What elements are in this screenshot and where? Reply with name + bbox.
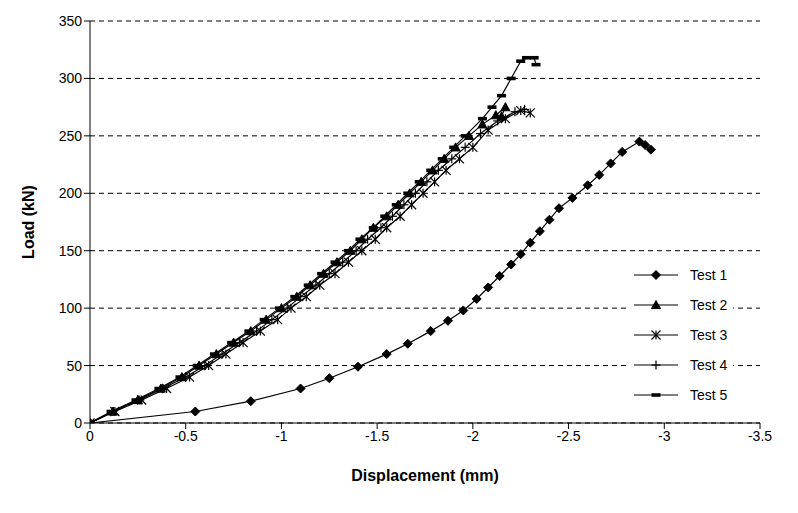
svg-text:150: 150 — [59, 243, 83, 259]
svg-text:300: 300 — [59, 70, 83, 86]
svg-text:Load (kN): Load (kN) — [20, 185, 37, 259]
html-text:Test 2: Test 2 — [690, 297, 728, 313]
html-text:Test 1: Test 1 — [690, 267, 728, 283]
svg-text:-2.5: -2.5 — [557, 428, 581, 444]
svg-text:250: 250 — [59, 128, 83, 144]
html-text:Test 5: Test 5 — [690, 387, 728, 403]
svg-text:-2: -2 — [467, 428, 480, 444]
svg-text:200: 200 — [59, 185, 83, 201]
svg-text:100: 100 — [59, 300, 83, 316]
svg-text:-3.5: -3.5 — [748, 428, 772, 444]
svg-text:-0.5: -0.5 — [174, 428, 198, 444]
svg-text:Displacement (mm): Displacement (mm) — [351, 467, 499, 484]
svg-text:350: 350 — [59, 13, 83, 29]
html-text:Test 3: Test 3 — [690, 327, 728, 343]
svg-text:0: 0 — [86, 428, 94, 444]
svg-text:-3: -3 — [658, 428, 671, 444]
svg-text:-1: -1 — [275, 428, 288, 444]
html-text:Test 4: Test 4 — [690, 357, 728, 373]
svg-text:-1.5: -1.5 — [365, 428, 389, 444]
svg-text:0: 0 — [74, 415, 82, 431]
svg-text:50: 50 — [66, 358, 82, 374]
